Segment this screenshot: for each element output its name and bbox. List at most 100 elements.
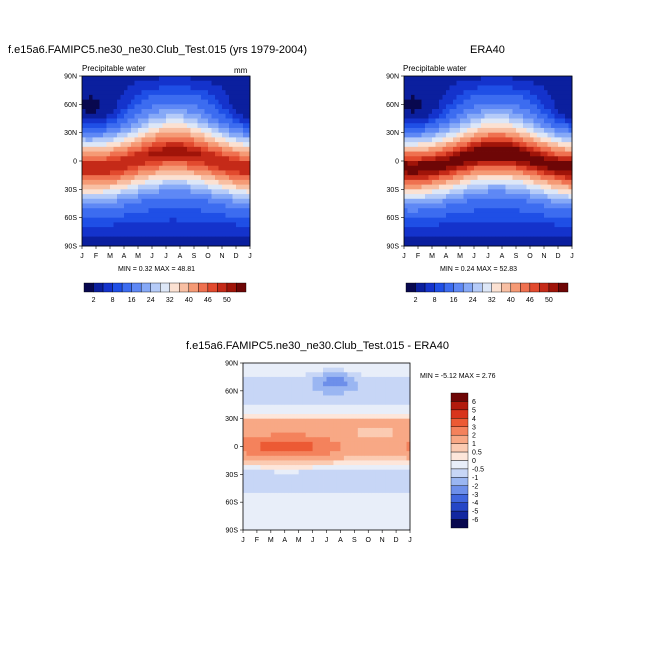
panel3-cell [270, 502, 275, 508]
panel1-cell [211, 217, 216, 223]
panel1-cell [190, 189, 195, 195]
panel1-cell [183, 236, 188, 242]
panel3-cell [343, 404, 348, 410]
panel3-cell [267, 492, 272, 498]
panel3-cell [316, 465, 320, 471]
panel2-cell [516, 231, 520, 237]
panel1-cell [152, 142, 156, 148]
panel1-cell [110, 80, 114, 86]
panel1-cell [82, 208, 86, 214]
panel2-cell [428, 113, 433, 119]
panel1-cell [110, 170, 114, 176]
panel2-cell [414, 132, 419, 138]
panel2-cell [418, 217, 422, 223]
panel3-cell [243, 404, 247, 410]
panel2-cell [477, 241, 482, 247]
panel3-cell [354, 506, 359, 512]
panel1-cell [194, 94, 198, 101]
panel1-cell [92, 203, 97, 209]
panel3-cell [329, 455, 334, 461]
panel1-cell [211, 208, 216, 214]
panel2-cell [561, 175, 566, 181]
panel3-cell [319, 414, 324, 420]
panel1-cell [89, 189, 93, 195]
panel2-cell [449, 80, 454, 86]
panel2-cell [460, 113, 464, 119]
panel2-cell [558, 127, 562, 134]
panel1-cell [96, 113, 100, 119]
panel3-cell [354, 465, 359, 471]
panel1-cell [120, 170, 125, 176]
panel1-cell [152, 236, 156, 242]
panel2-cell [533, 127, 538, 134]
panel2-cell [474, 109, 478, 115]
panel1-cell [82, 241, 86, 247]
panel2-cell [484, 165, 489, 171]
panel3-cell [350, 516, 355, 522]
panel1-cell [229, 217, 233, 223]
panel1-cell [180, 161, 184, 167]
panel1-cell [218, 80, 223, 86]
panel3-cell [343, 414, 348, 420]
panel1-cell [138, 146, 142, 152]
panel2-cell [526, 80, 531, 86]
panel3-cell [249, 367, 254, 373]
panel3-cell [270, 404, 275, 410]
panel2-cell [509, 217, 513, 223]
panel2-cell [418, 156, 422, 162]
panel2-colorbar-swatch [548, 282, 559, 293]
panel2-cell [449, 208, 454, 214]
panel2-cell [505, 222, 510, 228]
panel2-cell [446, 184, 450, 190]
panel2-cell [446, 227, 450, 233]
panel3-cell [246, 414, 251, 420]
panel2-cell [533, 184, 538, 190]
panel2-cell [418, 236, 422, 242]
panel1-cell [243, 194, 247, 200]
panel3-cell [371, 520, 376, 526]
panel3-cell [316, 502, 320, 508]
panel1-cell [232, 137, 237, 143]
panel1-cell [229, 146, 233, 152]
panel1-cell [243, 99, 247, 105]
panel2-cell [495, 236, 499, 242]
panel3-cell [329, 488, 334, 494]
panel2-cell [530, 231, 534, 237]
panel3-cell [281, 483, 286, 489]
panel2-cell [519, 132, 524, 138]
panel1-cell [204, 156, 209, 162]
panel3-cell [316, 395, 320, 401]
panel3-cell [333, 372, 338, 378]
panel3-cell [274, 418, 279, 424]
panel3-cell [263, 455, 268, 461]
panel3-cell [354, 451, 359, 457]
panel2-cell [491, 156, 496, 162]
panel3-cell [270, 372, 275, 378]
panel1-cell [162, 208, 167, 214]
panel2-cell [425, 217, 429, 223]
panel2-cell [411, 142, 415, 148]
panel2-cell [470, 222, 475, 228]
panel1-cell [173, 113, 177, 119]
panel1-cell [131, 146, 135, 152]
panel2-cell [537, 241, 541, 247]
panel3-cell [260, 414, 265, 420]
panel3-cell [323, 437, 327, 443]
panel1-cell [211, 113, 216, 119]
panel2-cell [526, 76, 531, 82]
panel3-cell [277, 400, 282, 406]
panel3-cell [284, 451, 289, 457]
panel2-cell [551, 231, 555, 237]
panel2-cell [446, 212, 450, 219]
panel1-cell [131, 217, 135, 223]
panel1-cell [173, 99, 177, 105]
panel3-cell [309, 455, 313, 461]
panel2-cell [442, 189, 447, 195]
panel2-cell [558, 184, 562, 190]
panel1-cell [124, 113, 128, 119]
panel3-cell [267, 423, 272, 429]
panel3-cell [368, 511, 373, 517]
panel1-cell [243, 142, 247, 148]
panel1-cell [106, 241, 111, 247]
panel1-cell [145, 113, 149, 119]
